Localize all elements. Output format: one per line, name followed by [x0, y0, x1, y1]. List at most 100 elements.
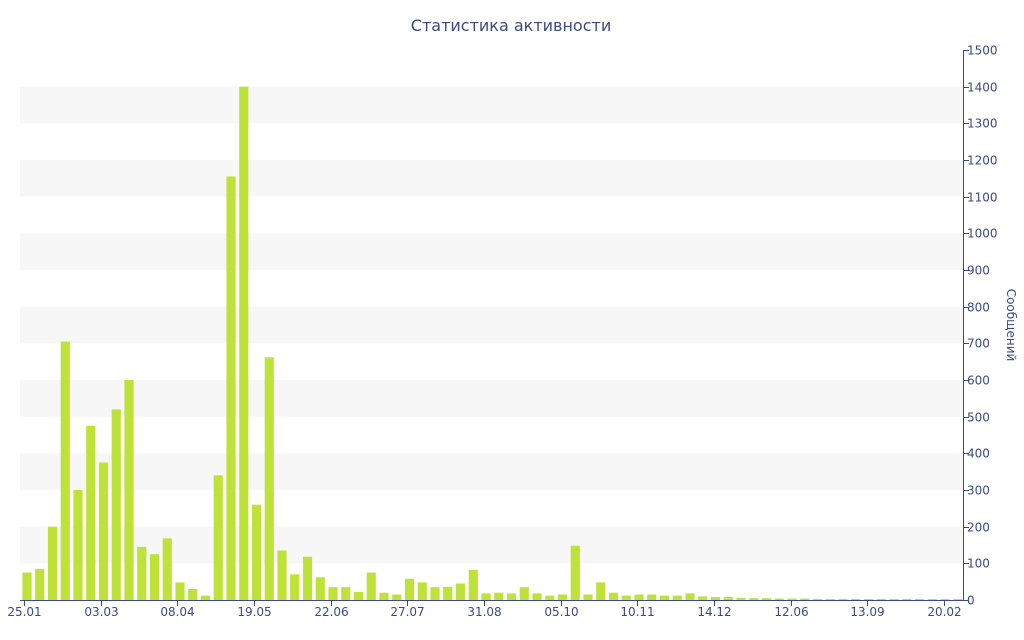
- bar: [251, 504, 262, 600]
- bar: [226, 176, 236, 600]
- bar: [341, 587, 351, 600]
- bars: [22, 86, 963, 601]
- bar: [86, 425, 96, 600]
- grid-band: [20, 233, 963, 270]
- bar: [570, 545, 580, 600]
- bar: [188, 589, 198, 600]
- x-tick-label: 25.01: [7, 605, 41, 619]
- bar: [392, 594, 402, 600]
- x-tick-label: 22.06: [314, 605, 348, 619]
- bar: [22, 572, 32, 600]
- bar: [353, 591, 364, 600]
- bar: [698, 596, 708, 600]
- grid-band: [20, 380, 963, 417]
- bar: [583, 594, 593, 600]
- bar: [774, 598, 784, 600]
- bar: [596, 582, 606, 600]
- bar: [60, 341, 70, 600]
- x-tick-label: 13.09: [850, 605, 884, 619]
- x-tick-label: 12.06: [774, 605, 808, 619]
- grid-band: [20, 453, 963, 490]
- bar: [608, 592, 619, 600]
- bar: [506, 593, 517, 600]
- bar: [277, 550, 287, 600]
- y-tick-label: 200: [967, 521, 990, 535]
- x-tick-label: 31.08: [467, 605, 501, 619]
- x-tick-label: 19.05: [237, 605, 271, 619]
- y-tick-label: 1400: [967, 81, 998, 95]
- bar: [800, 598, 810, 600]
- x-tick-label: 10.11: [620, 605, 654, 619]
- bar: [838, 598, 848, 600]
- y-tick-label: 1300: [967, 117, 998, 131]
- y-tick-label: 1500: [967, 44, 998, 58]
- bar: [723, 597, 733, 600]
- bar: [557, 594, 568, 600]
- bar: [239, 86, 249, 601]
- grid-band: [20, 86, 963, 124]
- bar: [481, 593, 491, 600]
- y-tick-label: 900: [967, 264, 990, 278]
- bar: [532, 593, 542, 600]
- bar: [902, 598, 912, 600]
- bar: [953, 598, 963, 600]
- bar: [736, 597, 746, 600]
- x-tick-label: 20.02: [927, 605, 961, 619]
- bar: [137, 546, 147, 600]
- bar: [47, 526, 58, 600]
- bar: [315, 577, 325, 600]
- y-tick-label: 1100: [967, 191, 998, 205]
- x-tick-label: 03.03: [84, 605, 118, 619]
- y-tick-label: 0: [967, 594, 975, 608]
- grid-band: [20, 306, 963, 344]
- bar: [124, 380, 134, 600]
- bar: [468, 569, 478, 600]
- bar: [634, 594, 644, 600]
- bar: [710, 597, 721, 600]
- x-tick-label: 27.07: [390, 605, 424, 619]
- y-axis-title: Сообщений: [1004, 289, 1018, 362]
- bar: [787, 598, 797, 600]
- grid-bands: [20, 86, 963, 564]
- bar: [545, 595, 555, 600]
- y-tick-label: 600: [967, 374, 990, 388]
- bar: [494, 592, 504, 600]
- bar: [863, 598, 874, 600]
- bar: [927, 598, 937, 600]
- bar: [672, 595, 682, 600]
- bar: [889, 598, 899, 600]
- bar: [404, 578, 415, 600]
- bar: [175, 582, 185, 600]
- y-tick-label: 100: [967, 557, 990, 571]
- bar: [200, 595, 211, 600]
- bar: [455, 583, 466, 600]
- bar: [876, 598, 886, 600]
- bar: [659, 595, 670, 600]
- bar: [825, 598, 835, 600]
- bar: [149, 554, 160, 600]
- y-tick-label: 1200: [967, 154, 998, 168]
- bar: [328, 587, 338, 600]
- y-tick-label: 300: [967, 484, 990, 498]
- grid-band: [20, 526, 963, 564]
- bar: [940, 598, 950, 600]
- bar: [111, 409, 121, 600]
- bar: [749, 598, 759, 600]
- bar: [761, 598, 772, 600]
- bar: [366, 572, 376, 600]
- bar: [98, 462, 109, 600]
- bar: [162, 538, 172, 600]
- bar: [647, 594, 657, 600]
- bar: [443, 586, 453, 600]
- bar: [914, 598, 925, 600]
- y-tick-label: 1000: [967, 227, 998, 241]
- chart-title: Статистика активности: [411, 16, 611, 35]
- bar: [213, 475, 223, 600]
- bar: [73, 490, 83, 600]
- bar: [290, 574, 300, 600]
- x-tick-label: 05.10: [544, 605, 578, 619]
- bar: [519, 587, 529, 600]
- bar: [851, 598, 861, 600]
- y-tick-label: 800: [967, 301, 990, 315]
